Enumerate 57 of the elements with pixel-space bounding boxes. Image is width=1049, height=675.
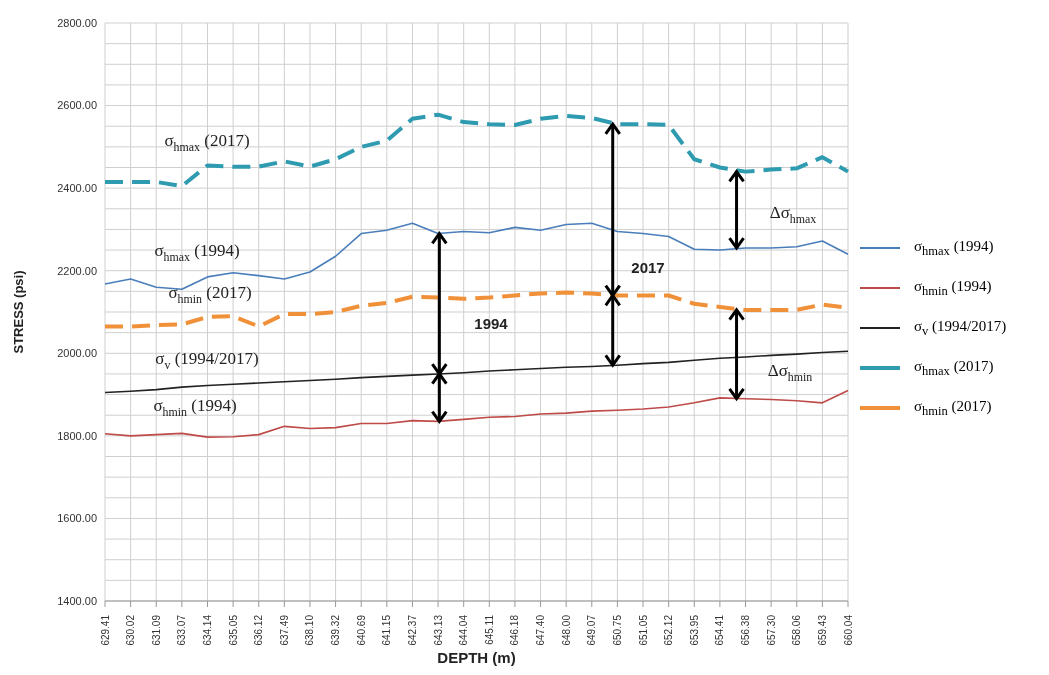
x-tick-label: 642.37 (406, 614, 418, 646)
y-tick-label: 2600.00 (57, 99, 97, 112)
x-tick-label: 648.00 (560, 614, 572, 646)
x-tick-label: 650.75 (611, 614, 623, 646)
legend-label: σ$_{hmax}$ (2017) (914, 357, 994, 379)
x-tick-label: 644.04 (458, 614, 470, 646)
annotation: Δσ$_{hmax}$ (769, 202, 817, 226)
y-tick-label: 1600.00 (57, 512, 97, 525)
x-tick-label: 652.12 (663, 614, 675, 646)
x-tick-label: 629.41 (99, 614, 111, 646)
annotation: 2017 (631, 258, 665, 276)
y-tick-label: 2000.00 (57, 347, 97, 360)
x-tick-label: 631.09 (150, 614, 162, 646)
annotation: σ$_{hmin}$ (2017) (168, 282, 252, 306)
x-tick-label: 659.43 (816, 614, 828, 646)
x-tick-label: 641.15 (381, 614, 393, 646)
annotation: Δσ$_{hmin}$ (767, 360, 813, 384)
line-series (104, 389, 849, 438)
x-tick-label: 640.69 (355, 614, 367, 646)
legend-label: σ$_{hmax}$ (1994) (914, 237, 994, 259)
y-tick-label: 2200.00 (57, 264, 97, 277)
legend-label: σ$_{hmin}$ (1994) (914, 277, 992, 299)
x-tick-label: 656.38 (740, 614, 752, 646)
legend-label: σ$_{hmin}$ (2017) (914, 397, 992, 419)
annotation: σ$_{hmax}$ (1994) (154, 240, 240, 264)
x-tick-label: 654.41 (714, 614, 726, 646)
x-tick-label: 645.11 (483, 614, 495, 645)
x-tick-label: 636.12 (253, 614, 265, 646)
legend-label: σ$_{v}$ (1994/2017) (914, 317, 1007, 339)
x-tick-label: 630.02 (125, 614, 137, 646)
x-tick-label: 658.06 (791, 614, 803, 646)
y-axis-title: STRESS (psi) (10, 270, 26, 354)
x-tick-label: 638.10 (304, 614, 316, 646)
x-tick-label: 646.18 (509, 614, 521, 646)
x-tick-label: 647.40 (535, 614, 547, 646)
x-tick-label: 633.07 (176, 614, 188, 646)
x-tick-label: 639.32 (330, 614, 342, 646)
line-series (104, 350, 849, 394)
x-tick-label: 643.13 (432, 614, 444, 646)
x-tick-label: 657.30 (765, 614, 777, 646)
x-axis-title: DEPTH (m) (437, 649, 516, 666)
annotation: 1994 (474, 314, 509, 332)
x-tick-label: 637.49 (278, 614, 290, 646)
x-tick-label: 634.14 (201, 614, 213, 646)
annotation: σ$_{hmin}$ (1994) (153, 395, 237, 419)
y-tick-label: 2800.00 (57, 16, 97, 29)
x-tick-label: 660.04 (842, 614, 854, 646)
x-tick-label: 635.05 (227, 614, 239, 646)
y-tick-label: 2400.00 (57, 182, 97, 195)
x-tick-label: 651.05 (637, 614, 649, 646)
line-series (103, 112, 850, 189)
annotation: σ$_{v}$ (1994/2017) (155, 348, 259, 372)
y-tick-label: 1400.00 (57, 594, 97, 607)
x-tick-label: 653.95 (688, 614, 700, 646)
x-tick-label: 649.07 (586, 614, 598, 646)
annotation: σ$_{hmax}$ (2017) (164, 130, 250, 154)
y-tick-label: 1800.00 (57, 429, 97, 442)
